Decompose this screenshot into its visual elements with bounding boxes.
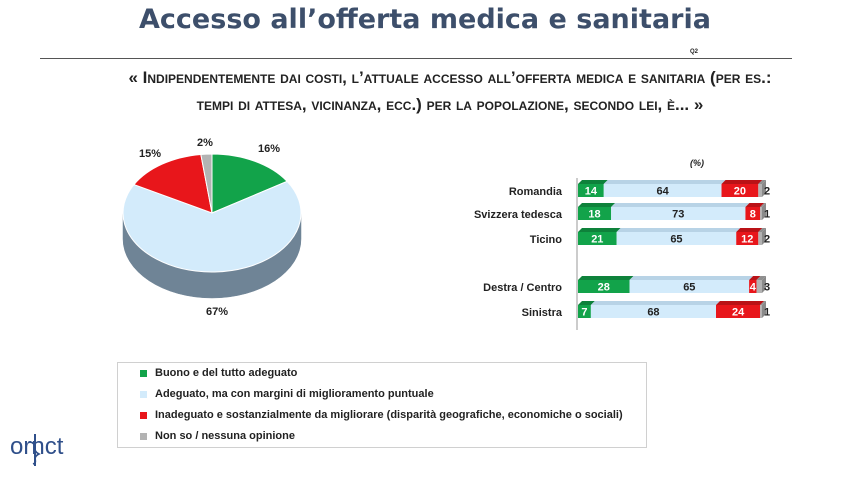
- bar-top: [716, 301, 765, 305]
- legend-item: Non so / nessuna opinione: [140, 430, 295, 442]
- pie-slice: [133, 153, 213, 214]
- bar-segment: [749, 280, 757, 293]
- bar-category-label: Sinistra: [522, 307, 563, 319]
- bar-top: [578, 203, 616, 207]
- bar-top: [749, 276, 761, 280]
- bar-top: [578, 276, 634, 280]
- bar-value-label: 8: [750, 209, 756, 221]
- bar-segment: [616, 232, 737, 245]
- pie-slice: [122, 180, 302, 273]
- bar-value-label: 73: [672, 209, 684, 221]
- bar-top: [578, 180, 608, 184]
- legend-label: Inadeguato e sostanzialmente da migliora…: [155, 409, 623, 421]
- bar-segment: [760, 305, 762, 318]
- bar-side: [762, 228, 766, 245]
- pie-slice-label: 2%: [197, 137, 213, 149]
- bar-segment: [603, 184, 722, 197]
- legend-label: Adeguato, ma con margini di migliorament…: [155, 388, 434, 400]
- bar-segment: [578, 184, 604, 197]
- bar-segment: [590, 305, 716, 318]
- bar-top: [721, 180, 763, 184]
- bar-value-label: 1: [764, 307, 770, 319]
- pie-slice: [211, 153, 289, 214]
- bar-side: [762, 276, 766, 293]
- legend-item: Buono e del tutto adeguato: [140, 367, 297, 379]
- bar-segment: [736, 232, 759, 245]
- bar-value-label: 68: [647, 307, 659, 319]
- bar-top: [760, 203, 766, 207]
- chart-legend: Buono e del tutto adeguato Adeguato, ma …: [117, 362, 647, 448]
- bar-top: [758, 180, 766, 184]
- bar-top: [629, 276, 754, 280]
- bar-segment: [578, 280, 630, 293]
- bar-category-label: Romandia: [509, 186, 563, 198]
- bar-value-label: 14: [585, 186, 598, 198]
- bar-segment: [756, 280, 762, 293]
- bar-top: [760, 301, 766, 305]
- pie-slice: [200, 153, 213, 214]
- bar-side: [762, 301, 766, 318]
- bar-value-label: 4: [750, 282, 757, 294]
- legend-swatch-red: [140, 411, 147, 419]
- bar-segment: [721, 184, 759, 197]
- question-code: Q2: [690, 49, 699, 55]
- bar-value-label: 21: [591, 234, 603, 246]
- bar-top: [611, 203, 750, 207]
- bar-value-label: 1: [764, 209, 770, 221]
- bar-segment: [745, 207, 761, 220]
- pie-slice-label: 15%: [139, 148, 161, 160]
- bar-segment: [578, 232, 617, 245]
- bar-side: [762, 203, 766, 220]
- question-text: « Indipendentemente dai costi, l’attuale…: [128, 68, 772, 114]
- legend-item: Adeguato, ma con margini di migliorament…: [140, 388, 434, 400]
- bar-segment: [578, 207, 612, 220]
- bar-top: [736, 228, 763, 232]
- bar-segment: [758, 184, 762, 197]
- bar-top: [578, 301, 595, 305]
- bar-segment: [760, 207, 762, 220]
- bar-value-label: 28: [598, 282, 610, 294]
- bar-segment: [611, 207, 746, 220]
- bar-segment: [758, 232, 762, 245]
- bar-value-label: 7: [581, 307, 587, 319]
- legend-label: Buono e del tutto adeguato: [155, 367, 298, 379]
- bar-value-label: 3: [764, 282, 770, 294]
- page-title: Accesso all’offerta medica e sanitaria: [139, 4, 711, 35]
- bar-value-label: 2: [764, 234, 770, 246]
- bar-top: [756, 276, 766, 280]
- bar-top: [616, 228, 741, 232]
- bar-value-label: 12: [741, 234, 753, 246]
- legend-item: Inadeguato e sostanzialmente da migliora…: [140, 409, 623, 421]
- legend-label: Non so / nessuna opinione: [155, 430, 295, 442]
- bar-category-label: Ticino: [530, 234, 562, 246]
- pie-slice-label: 16%: [258, 143, 280, 155]
- bar-top: [745, 203, 765, 207]
- bar-segment: [716, 305, 761, 318]
- legend-swatch-grey: [140, 432, 147, 440]
- legend-swatch-green: [140, 369, 147, 377]
- pie-slice-label: 67%: [206, 306, 228, 318]
- bar-category-label: Svizzera tedesca: [474, 209, 563, 221]
- bar-top: [758, 228, 766, 232]
- bar-segment: [629, 280, 750, 293]
- bar-top: [603, 180, 726, 184]
- percent-note: (%): [690, 158, 704, 168]
- bar-value-label: 24: [732, 307, 745, 319]
- bar-category-label: Destra / Centro: [483, 282, 562, 294]
- bar-value-label: 65: [683, 282, 695, 294]
- bar-value-label: 20: [734, 186, 746, 198]
- bar-top: [578, 228, 621, 232]
- bar-value-label: 65: [670, 234, 682, 246]
- legend-swatch-lightblue: [140, 390, 147, 398]
- bar-side: [762, 180, 766, 197]
- caduceus-logo-icon: ornct: [10, 433, 64, 466]
- bar-value-label: 18: [588, 209, 600, 221]
- bar-segment: [578, 305, 591, 318]
- title-divider: [40, 58, 792, 59]
- bar-top: [590, 301, 720, 305]
- bar-value-label: 2: [764, 186, 770, 198]
- bar-value-label: 64: [657, 186, 670, 198]
